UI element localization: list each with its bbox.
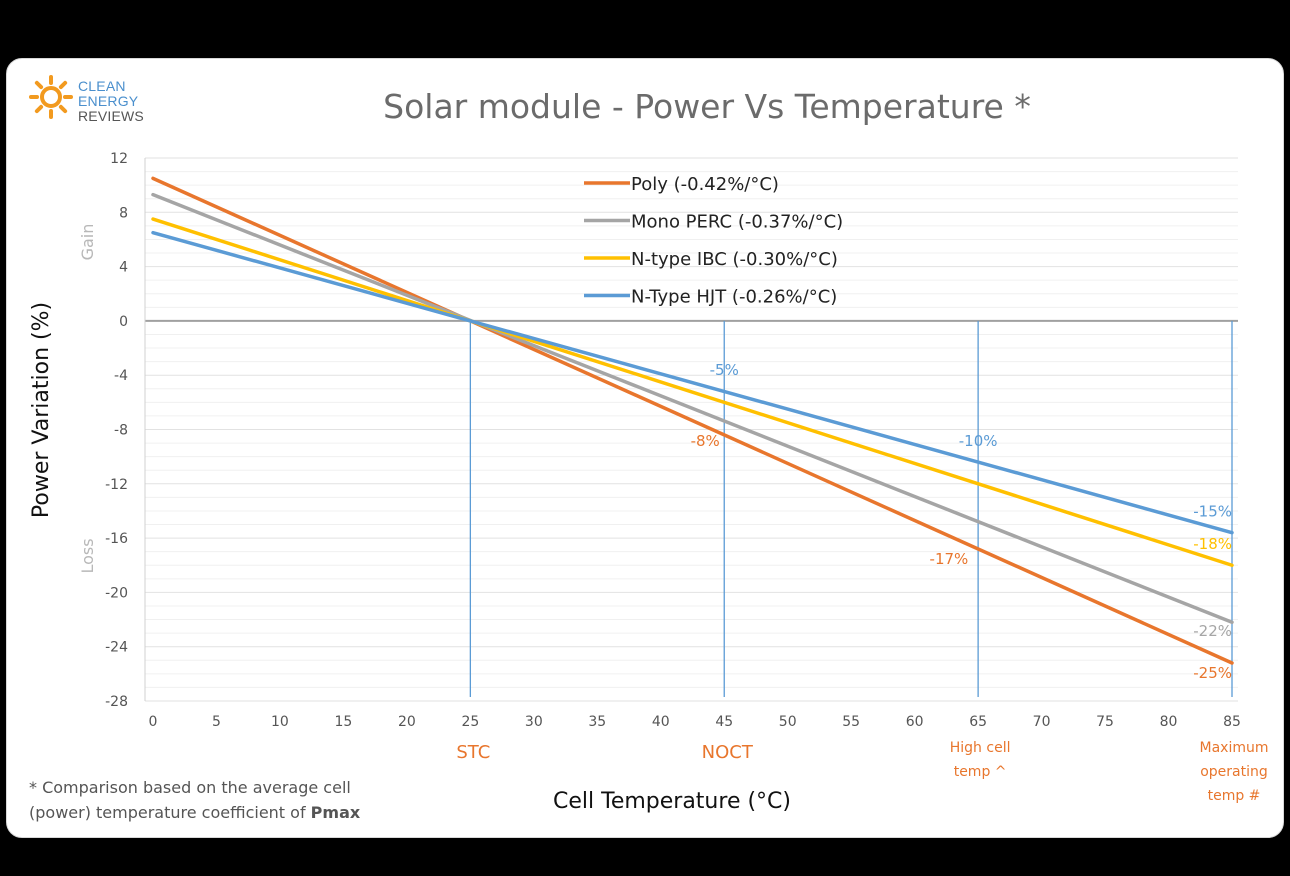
x-tick-label: 35 — [588, 714, 606, 730]
x-tick-label: 45 — [715, 714, 733, 730]
x-tick-label: 70 — [1033, 714, 1051, 730]
series-line — [151, 217, 1234, 567]
x-tick-label: 30 — [525, 714, 543, 730]
logo-wordmark: CLEAN ENERGY REVIEWS — [78, 79, 144, 124]
footnote-line-1: * Comparison based on the average cell — [29, 778, 351, 797]
footnote-line-2: (power) temperature coefficient of Pmax — [29, 800, 360, 825]
x-tick-label: 65 — [969, 714, 987, 730]
loss-label: Loss — [78, 538, 97, 573]
data-label: -25% — [1193, 664, 1232, 682]
reference-label: NOCT — [702, 742, 754, 763]
x-tick-label: 20 — [398, 714, 416, 730]
x-tick-label: 10 — [271, 714, 289, 730]
reference-label: operating — [1200, 764, 1268, 780]
x-tick-label: 55 — [842, 714, 860, 730]
series-line — [151, 176, 1234, 665]
y-tick-label: 4 — [119, 260, 128, 276]
footnote-pmax: Pmax — [310, 803, 361, 822]
sun-ray — [34, 80, 44, 90]
logo-line-1: CLEAN — [78, 78, 126, 94]
x-tick-label: 50 — [779, 714, 797, 730]
x-tick-label: 15 — [334, 714, 352, 730]
data-label: -17% — [930, 550, 969, 568]
logo-line-2: ENERGY — [78, 93, 139, 109]
x-tick-label: 5 — [212, 714, 221, 730]
sun-ray — [58, 104, 68, 114]
y-tick-label: -24 — [105, 640, 128, 656]
footnote: * Comparison based on the average cell (… — [29, 775, 360, 825]
x-tick-label: 25 — [461, 714, 479, 730]
logo-line-3: REVIEWS — [78, 108, 144, 124]
chart-card: CLEAN ENERGY REVIEWS Solar module - Powe… — [6, 58, 1284, 838]
y-tick-label: 0 — [119, 314, 128, 330]
y-tick-label: -28 — [105, 694, 128, 710]
y-tick-label: 12 — [110, 151, 128, 167]
y-tick-label: -4 — [114, 368, 128, 384]
reference-label: High cell — [950, 740, 1011, 756]
y-tick-label: -8 — [114, 423, 128, 439]
x-tick-label: 85 — [1223, 714, 1241, 730]
data-label: -8% — [691, 432, 720, 450]
y-axis-title: Power Variation (%) — [29, 302, 54, 518]
y-tick-label: -16 — [105, 531, 128, 547]
y-tick-label: -20 — [105, 585, 128, 601]
sun-ray — [34, 104, 44, 114]
sun-ray — [58, 80, 68, 90]
legend-label: N-type IBC (-0.30%/°C) — [631, 249, 838, 270]
reference-label: STC — [456, 742, 490, 763]
sun-icon — [29, 75, 73, 119]
x-axis-title: Cell Temperature (°C) — [553, 789, 791, 814]
y-tick-label: 8 — [119, 205, 128, 221]
reference-label: Maximum — [1200, 740, 1269, 756]
legend-label: Mono PERC (-0.37%/°C) — [631, 212, 843, 233]
x-tick-label: 40 — [652, 714, 670, 730]
legend-label: N-Type HJT (-0.26%/°C) — [631, 287, 837, 308]
x-tick-label: 75 — [1096, 714, 1114, 730]
reference-label: temp ^ — [954, 764, 1007, 780]
legend-label: Poly (-0.42%/°C) — [631, 174, 779, 195]
x-tick-label: 60 — [906, 714, 924, 730]
data-label: -10% — [959, 432, 998, 450]
footnote-line-2-text: (power) temperature coefficient of — [29, 803, 311, 822]
data-label: -15% — [1193, 502, 1232, 520]
data-label: -22% — [1193, 622, 1232, 640]
x-tick-label: 0 — [149, 714, 158, 730]
series-line — [151, 230, 1234, 535]
clean-energy-reviews-logo: CLEAN ENERGY REVIEWS — [27, 73, 167, 129]
chart-title: Solar module - Power Vs Temperature * — [383, 87, 1031, 126]
reference-label: temp # — [1208, 788, 1261, 804]
gain-label: Gain — [78, 224, 97, 261]
series-line — [151, 192, 1234, 625]
data-label: -5% — [710, 361, 739, 379]
y-tick-label: -12 — [105, 477, 128, 493]
x-tick-label: 80 — [1160, 714, 1178, 730]
data-label: -18% — [1193, 535, 1232, 553]
